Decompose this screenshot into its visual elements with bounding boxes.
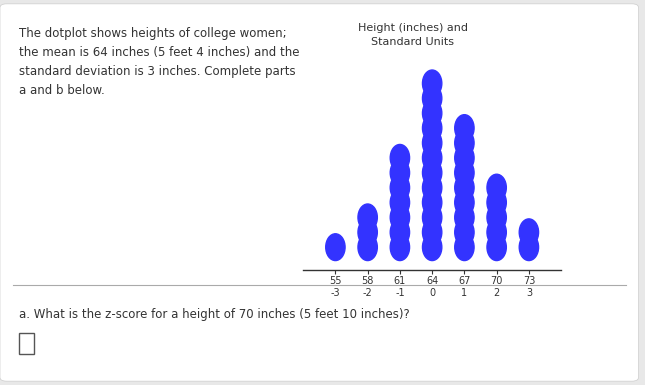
Circle shape [422,144,442,171]
Circle shape [390,219,410,246]
Circle shape [390,234,410,261]
Text: -3: -3 [331,288,340,298]
Circle shape [390,159,410,186]
Circle shape [455,130,474,156]
Circle shape [455,204,474,231]
Circle shape [455,159,474,186]
Circle shape [390,189,410,216]
Circle shape [455,115,474,141]
Circle shape [455,144,474,171]
Bar [19,333,34,354]
Circle shape [487,234,506,261]
Text: 0: 0 [429,288,435,298]
Circle shape [487,204,506,231]
Circle shape [358,204,377,231]
Circle shape [519,219,539,246]
Circle shape [455,189,474,216]
Circle shape [390,204,410,231]
Circle shape [519,234,539,261]
Circle shape [422,85,442,112]
Text: a. What is the z-score for a height of 70 inches (5 feet 10 inches)?: a. What is the z-score for a height of 7… [19,308,410,321]
Text: 2: 2 [493,288,500,298]
Circle shape [487,189,506,216]
Circle shape [422,100,442,127]
Circle shape [422,189,442,216]
Text: The dotplot shows heights of college women;
the mean is 64 inches (5 feet 4 inch: The dotplot shows heights of college wom… [19,27,300,97]
Circle shape [422,219,442,246]
Circle shape [455,174,474,201]
FancyBboxPatch shape [0,4,639,381]
Circle shape [455,219,474,246]
Circle shape [326,234,345,261]
Circle shape [422,159,442,186]
Text: 1: 1 [461,288,468,298]
Circle shape [487,219,506,246]
Text: -2: -2 [362,288,373,298]
Circle shape [422,234,442,261]
Circle shape [390,174,410,201]
Circle shape [422,130,442,156]
Circle shape [422,204,442,231]
Circle shape [487,174,506,201]
Circle shape [358,219,377,246]
Circle shape [422,115,442,141]
Text: Height (inches) and
Standard Units: Height (inches) and Standard Units [358,23,468,47]
Circle shape [455,234,474,261]
Circle shape [358,234,377,261]
Circle shape [422,70,442,97]
Circle shape [390,144,410,171]
Circle shape [422,174,442,201]
Text: -1: -1 [395,288,404,298]
Text: 3: 3 [526,288,532,298]
